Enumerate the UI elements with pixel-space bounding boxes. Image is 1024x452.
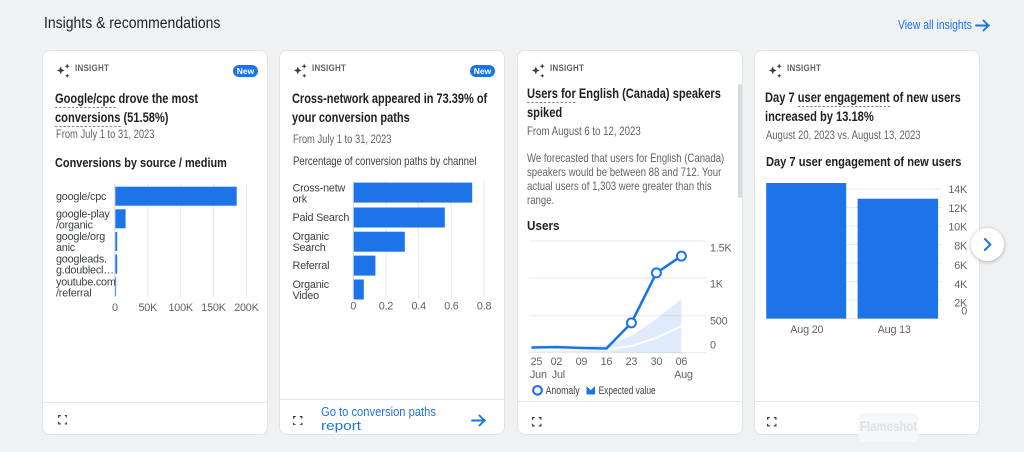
svg-text:14K: 14K	[948, 184, 968, 196]
svg-text:500: 500	[710, 316, 728, 328]
svg-text:30: 30	[651, 356, 663, 368]
svg-text:1K: 1K	[710, 279, 724, 291]
svg-text:0.8: 0.8	[477, 301, 492, 313]
svg-text:Cross-netw: Cross-netw	[293, 183, 346, 195]
svg-text:Referral: Referral	[293, 260, 330, 272]
svg-text:google-play: google-play	[56, 209, 110, 221]
svg-text:50K: 50K	[138, 302, 158, 314]
svg-text:6K: 6K	[954, 260, 968, 272]
svg-text:/organic: /organic	[56, 220, 94, 232]
svg-text:200K: 200K	[234, 302, 259, 314]
svg-text:09: 09	[576, 356, 588, 368]
svg-text:0: 0	[710, 340, 716, 352]
svg-text:Organic: Organic	[293, 279, 330, 291]
svg-text:16: 16	[601, 356, 613, 368]
svg-text:youtube.com: youtube.com	[56, 277, 116, 289]
svg-text:23: 23	[626, 356, 638, 368]
svg-text:g.doublecl…: g.doublecl…	[56, 265, 114, 277]
svg-text:0: 0	[112, 302, 118, 314]
svg-text:Organic: Organic	[293, 231, 330, 243]
svg-text:02: 02	[551, 356, 563, 368]
svg-text:2K: 2K	[954, 298, 968, 310]
svg-text:google/org: google/org	[56, 231, 105, 243]
svg-text:googleads.: googleads.	[56, 254, 107, 266]
svg-text:Aug 13: Aug 13	[878, 324, 911, 336]
svg-text:10K: 10K	[948, 222, 968, 234]
svg-text:Jun: Jun	[530, 369, 547, 381]
svg-text:Search: Search	[293, 242, 326, 254]
svg-text:25: 25	[531, 356, 543, 368]
svg-text:0.6: 0.6	[444, 301, 459, 313]
svg-text:100K: 100K	[168, 302, 193, 314]
svg-text:0: 0	[350, 301, 356, 313]
svg-text:0: 0	[961, 306, 967, 318]
svg-text:150K: 150K	[201, 302, 226, 314]
svg-text:0.2: 0.2	[379, 301, 394, 313]
svg-text:Expected value: Expected value	[599, 385, 656, 397]
svg-text:Aug: Aug	[674, 369, 693, 381]
svg-text:Anomaly: Anomaly	[546, 385, 580, 397]
svg-text:anic: anic	[56, 242, 76, 254]
svg-text:0.4: 0.4	[411, 301, 426, 313]
svg-text:8K: 8K	[954, 240, 968, 252]
svg-text:Aug 20: Aug 20	[790, 324, 823, 336]
svg-text:06: 06	[676, 356, 688, 368]
svg-text:Paid Search: Paid Search	[293, 212, 350, 224]
svg-text:1.5K: 1.5K	[710, 243, 732, 255]
svg-text:Video: Video	[293, 290, 320, 302]
svg-text:google/cpc: google/cpc	[56, 191, 107, 203]
svg-text:/referral: /referral	[56, 288, 91, 300]
svg-text:4K: 4K	[954, 279, 968, 291]
svg-text:Jul: Jul	[552, 369, 565, 381]
svg-text:ork: ork	[293, 194, 308, 206]
svg-text:12K: 12K	[948, 203, 968, 215]
